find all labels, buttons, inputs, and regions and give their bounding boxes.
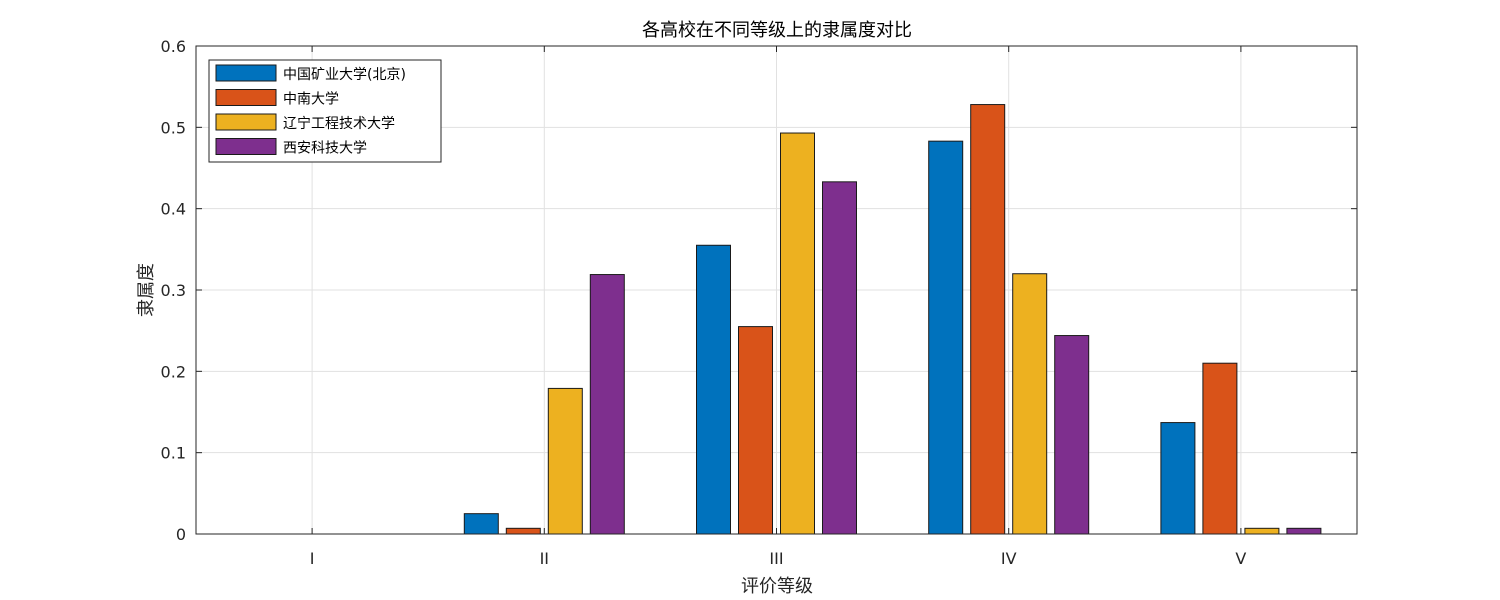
bar-II-1 <box>463 513 499 535</box>
bar-II-3 <box>547 387 583 535</box>
y-tick-label: 0.2 <box>161 362 186 381</box>
y-axis-ticks: 0 0.1 0.2 0.3 0.4 0.5 0.6 <box>161 37 1357 544</box>
bar-III-2 <box>738 326 773 535</box>
legend-entry: 中国矿业大学(北京) <box>283 67 406 83</box>
bar-IV-2 <box>970 104 1006 535</box>
y-axis-label: 隶属度 <box>136 263 157 317</box>
legend-swatch <box>215 89 277 106</box>
legend-swatch <box>215 113 277 131</box>
y-tick-label: 0.6 <box>161 37 186 56</box>
bar-III-4 <box>822 181 857 535</box>
bar-V-4 <box>1286 527 1322 535</box>
y-tick-label: 0.1 <box>161 444 186 463</box>
bar-V-2 <box>1202 362 1238 535</box>
x-axis-ticks: I II III IV V <box>310 46 1246 568</box>
y-tick-label: 0.3 <box>161 281 186 300</box>
bar-III-1 <box>696 244 731 535</box>
legend-entry: 辽宁工程技术大学 <box>283 115 395 132</box>
bar-IV-3 <box>1012 273 1048 535</box>
x-tick-label: I <box>310 549 315 568</box>
x-tick-label: IV <box>1001 549 1017 568</box>
bar-V-1 <box>1160 422 1196 535</box>
bar-II-4 <box>589 274 625 535</box>
bar-V-3 <box>1244 527 1280 535</box>
y-tick-label: 0 <box>176 525 186 544</box>
y-tick-label: 0.5 <box>161 118 186 137</box>
x-tick-label: II <box>540 549 549 568</box>
bar-II-2 <box>505 527 541 535</box>
bar-IV-1 <box>928 140 964 535</box>
legend-swatch <box>215 64 277 82</box>
bar-IV-4 <box>1054 335 1090 535</box>
chart-title: 各高校在不同等级上的隶属度对比 <box>642 20 912 41</box>
legend-entry: 中南大学 <box>283 92 339 108</box>
x-tick-label: V <box>1235 549 1246 568</box>
x-tick-label: III <box>769 549 783 568</box>
legend-swatch <box>215 138 277 155</box>
legend-entry: 西安科技大学 <box>283 141 367 157</box>
bar-III-3 <box>780 132 815 535</box>
x-axis-label: 评价等级 <box>741 576 813 597</box>
bars <box>463 104 1322 535</box>
y-tick-label: 0.4 <box>161 200 186 219</box>
